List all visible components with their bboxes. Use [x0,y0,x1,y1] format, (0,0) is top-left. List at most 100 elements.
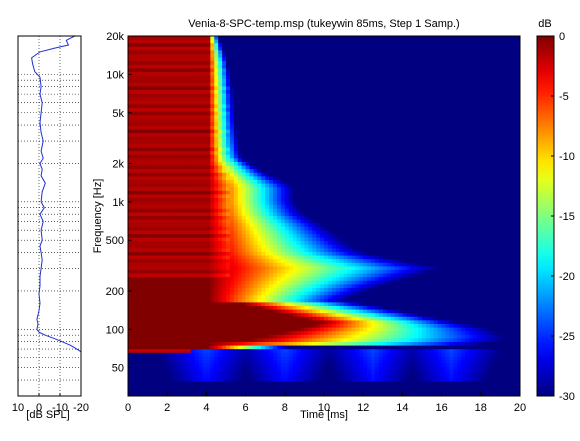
heatmap-cell [461,198,466,202]
heatmap-cell [469,108,474,112]
heatmap-cell [324,65,329,69]
heatmap-cell [481,209,486,213]
heatmap-cell [308,43,313,47]
heatmap-cell [375,198,380,202]
heatmap-cell [293,130,298,134]
heatmap-cell [375,148,380,152]
heatmap-cell [253,86,258,90]
heatmap-cell [446,47,451,51]
heatmap-cell [269,133,274,137]
heatmap-cell [312,158,317,162]
heatmap-cell [242,76,247,80]
heatmap-cell [465,65,470,69]
heatmap-cell [297,191,302,195]
heatmap-cell [136,115,141,119]
heatmap-cell [453,94,458,98]
heatmap-cell [175,173,180,177]
heatmap-cell [340,61,345,65]
heatmap-cell [308,58,313,62]
heatmap-cell [465,140,470,144]
heatmap-cell [246,148,251,152]
heatmap-cell [285,126,290,130]
heatmap-cell [167,158,172,162]
heatmap-cell [281,176,286,180]
heatmap-cell [457,61,462,65]
heatmap-cell [210,76,215,80]
heatmap-cell [128,133,133,137]
heatmap-cell [426,90,431,94]
heatmap-cell [418,194,423,198]
heatmap-cell [481,97,486,101]
heatmap-cell [195,155,200,159]
heatmap-cell [285,68,290,72]
heatmap-cell [414,50,419,54]
heatmap-cell [152,79,157,83]
heatmap-cell [383,72,388,76]
heatmap-cell [257,205,262,209]
heatmap-cell [242,47,247,51]
heatmap-cell [281,198,286,202]
heatmap-cell [222,158,227,162]
heatmap-cell [496,83,501,87]
heatmap-cell [446,137,451,141]
heatmap-cell [398,173,403,177]
heatmap-cell [449,151,454,155]
heatmap-cell [238,108,243,112]
heatmap-cell [312,202,317,206]
heatmap-cell [159,151,164,155]
heatmap-cell [148,68,153,72]
heatmap-cell [155,122,160,126]
heatmap-cell [371,90,376,94]
heatmap-cell [210,43,215,47]
heatmap-cell [277,202,282,206]
heatmap-cell [297,115,302,119]
heatmap-cell [414,144,419,148]
heatmap-cell [277,144,282,148]
heatmap-cell [300,130,305,134]
heatmap-cell [453,166,458,170]
heatmap-cell [371,126,376,130]
heatmap-cell [367,108,372,112]
heatmap-cell [446,209,451,213]
heatmap-cell [230,36,235,40]
heatmap-cell [453,83,458,87]
heatmap-cell [469,86,474,90]
heatmap-cell [242,212,247,216]
heatmap-cell [269,79,274,83]
heatmap-cell [202,54,207,58]
heatmap-cell [257,101,262,105]
heatmap-cell [226,169,231,173]
heatmap-cell [136,148,141,152]
heatmap-cell [340,184,345,188]
heatmap-cell [136,155,141,159]
heatmap-cell [402,151,407,155]
heatmap-cell [320,115,325,119]
heatmap-cell [375,94,380,98]
heatmap-cell [175,184,180,188]
heatmap-cell [469,50,474,54]
heatmap-cell [481,83,486,87]
heatmap-cell [289,119,294,123]
heatmap-cell [195,43,200,47]
heatmap-cell [418,148,423,152]
heatmap-cell [206,43,211,47]
heatmap-cell [167,90,172,94]
heatmap-cell [257,65,262,69]
heatmap-cell [512,191,517,195]
heatmap-cell [191,148,196,152]
heatmap-cell [512,180,517,184]
heatmap-cell [430,112,435,116]
heatmap-cell [430,76,435,80]
heatmap-cell [155,36,160,40]
heatmap-cell [461,155,466,159]
heatmap-cell [348,79,353,83]
heatmap-cell [206,144,211,148]
heatmap-cell [136,94,141,98]
heatmap-cell [473,119,478,123]
heatmap-cell [359,169,364,173]
heatmap-cell [206,209,211,213]
heatmap-cell [367,191,372,195]
heatmap-cell [273,169,278,173]
heatmap-cell [281,144,286,148]
heatmap-cell [289,40,294,44]
